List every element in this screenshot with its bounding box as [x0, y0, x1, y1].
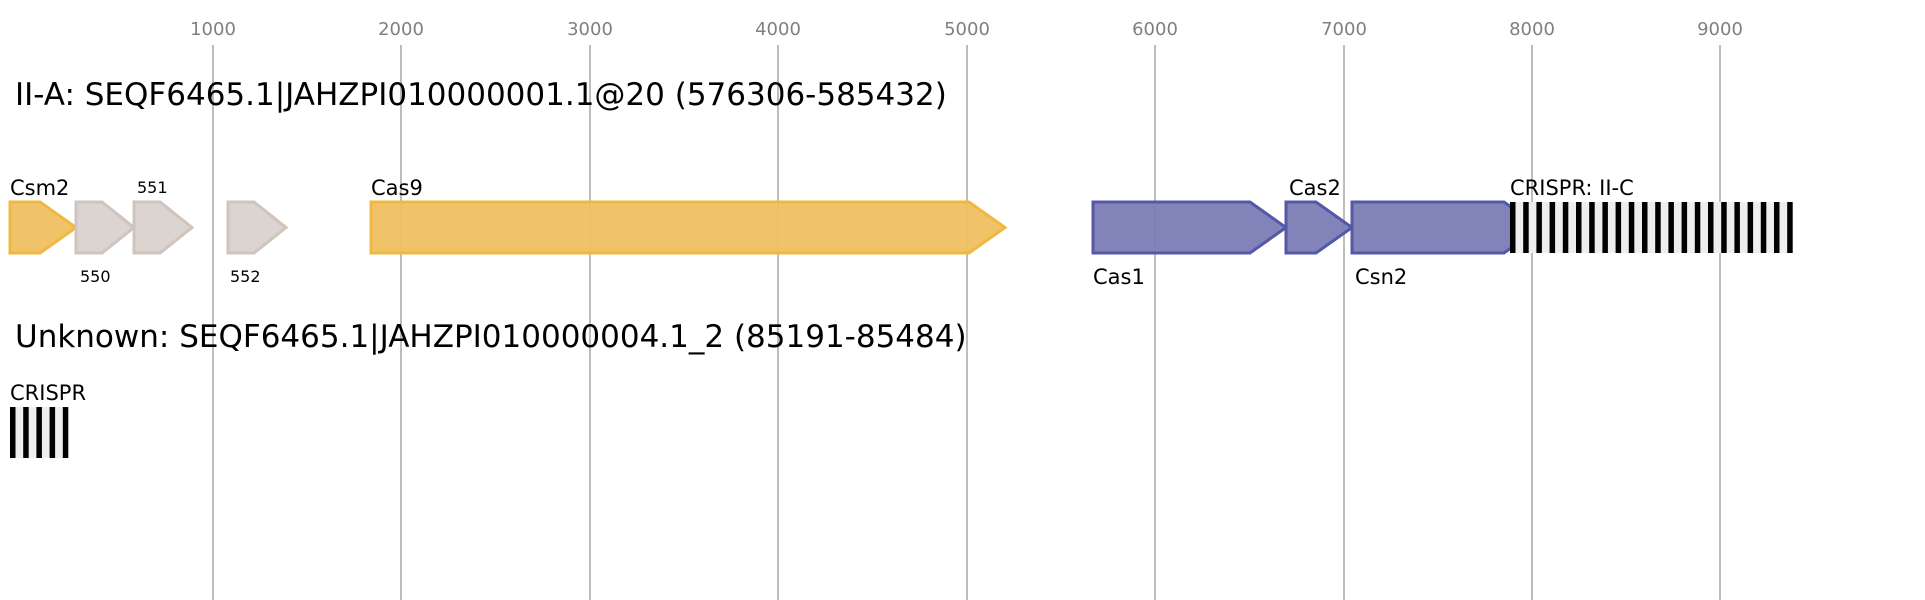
crispr-repeat: [1721, 202, 1727, 253]
gene-label: 550: [80, 267, 111, 286]
crispr-repeat: [1668, 202, 1674, 253]
gene-label: Cas2: [1289, 176, 1341, 200]
gene-arrow-551[interactable]: [132, 200, 195, 255]
crispr-label: CRISPR: [10, 381, 86, 405]
axis-tick-label: 3000: [567, 19, 613, 40]
crispr-repeat: [10, 407, 16, 458]
crispr-repeat: [1615, 202, 1622, 253]
crispr-repeat: [1760, 202, 1767, 253]
crispr-repeat: [1774, 202, 1780, 253]
crispr-repeat: [1681, 202, 1688, 253]
crispr-array[interactable]: [1510, 202, 1793, 253]
crispr-repeat: [1510, 202, 1516, 253]
crispr-repeat: [23, 407, 29, 458]
crispr-repeat: [1747, 202, 1754, 253]
locus-title-1: II-A: SEQF6465.1|JAHZPI010000001.1@20 (5…: [15, 77, 947, 113]
axis-tick-label: 8000: [1509, 19, 1555, 40]
gene-arrow-cas9[interactable]: [369, 200, 1008, 255]
crispr-repeat: [1562, 202, 1569, 253]
axis-tick-label: 4000: [755, 19, 801, 40]
crispr-repeat: [1549, 202, 1556, 253]
locus-title-2: Unknown: SEQF6465.1|JAHZPI010000004.1_2 …: [15, 319, 967, 355]
crispr-repeat: [1655, 202, 1661, 253]
crispr-label: CRISPR: II-C: [1510, 176, 1634, 200]
axis-tick-label: 2000: [378, 19, 424, 40]
gene-label: Cas9: [371, 176, 423, 200]
crispr-repeat: [36, 407, 42, 458]
crispr-repeat: [1787, 202, 1793, 253]
axis-tick-label: 7000: [1321, 19, 1367, 40]
crispr-repeat: [1708, 202, 1714, 253]
crispr-repeat: [1602, 202, 1608, 253]
crispr-repeat: [1523, 202, 1529, 253]
gene-arrow-cas2[interactable]: [1284, 200, 1355, 255]
crispr-repeat: [1694, 202, 1701, 253]
gene-arrow-550[interactable]: [74, 200, 137, 255]
axis-tick-label: 5000: [944, 19, 990, 40]
gene-arrow-552[interactable]: [226, 200, 289, 255]
gene-label: 551: [137, 178, 168, 197]
crispr-repeat: [62, 407, 69, 458]
axis-tick-label: 1000: [190, 19, 236, 40]
crispr-repeat: [1628, 202, 1635, 253]
axis-tick-label: 9000: [1697, 19, 1743, 40]
crispr-repeat: [1576, 202, 1582, 253]
gene-label: Csm2: [10, 176, 69, 200]
crispr-repeat: [1734, 202, 1740, 253]
gene-label: 552: [230, 267, 261, 286]
crispr-repeat: [1642, 202, 1648, 253]
gene-label: Csn2: [1355, 265, 1407, 289]
crispr-repeat: [49, 407, 56, 458]
crispr-repeat: [1589, 202, 1595, 253]
gene-label: Cas1: [1093, 265, 1145, 289]
gene-arrow-csm2[interactable]: [8, 200, 79, 255]
gene-arrow-cas1[interactable]: [1091, 200, 1289, 255]
axis-tick-label: 6000: [1132, 19, 1178, 40]
crispr-repeat: [1536, 202, 1542, 253]
